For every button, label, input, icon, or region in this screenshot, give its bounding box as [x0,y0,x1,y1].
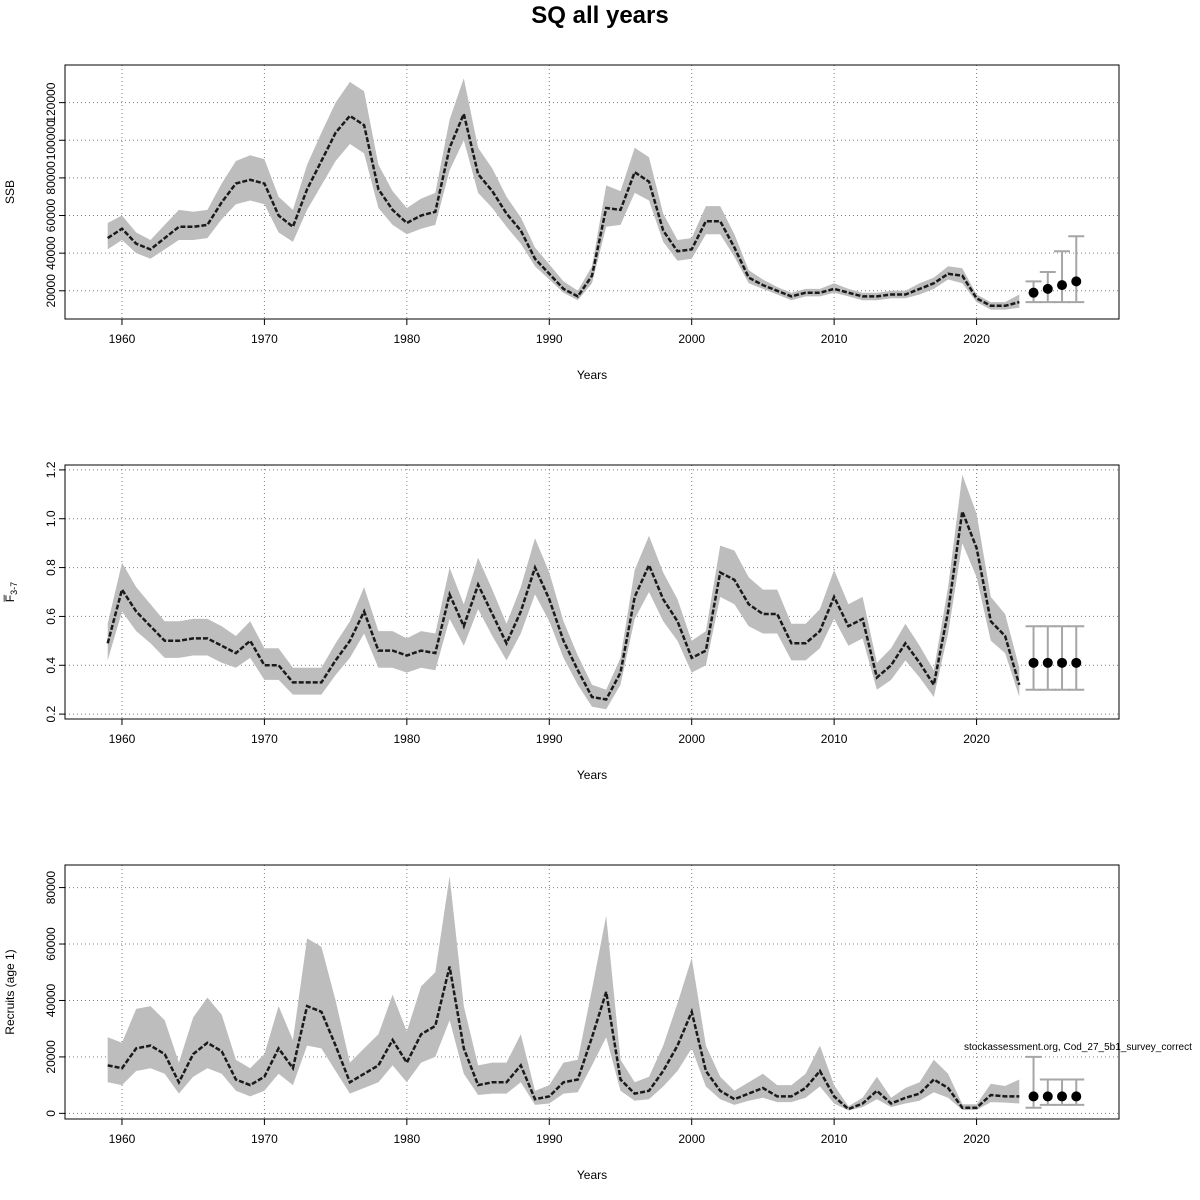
y-tick-label: 20000 [44,1040,58,1074]
y-tick-label: 60000 [44,927,58,961]
estimate-line [107,966,1020,1111]
forecast-point [1071,276,1082,287]
forecast-point [1071,1091,1082,1102]
x-tick-label: 1960 [109,1132,136,1146]
forecast-point [1057,1091,1068,1102]
x-tick-label: 1990 [536,332,563,346]
x-tick-label: 1970 [251,732,278,746]
x-tick-label: 2010 [821,1132,848,1146]
f-panel: 1960 1970 1980 1990 2000 2010 2020 0.2 0.4 0.6 0.8… [3,461,1120,782]
x-tick-label: 1980 [393,1132,420,1146]
x-tick-label: 2010 [821,332,848,346]
plot-frame [64,464,1120,720]
forecast-point [1057,280,1068,291]
x-tick-label: 1970 [251,332,278,346]
x-axis-label: Years [577,368,607,382]
y-tick-label: 1.2 [44,461,58,478]
x-tick-label: 1960 [109,732,136,746]
y-tick-label: 20000 [44,274,58,308]
x-tick-label: 2020 [963,332,990,346]
x-tick-label: 2020 [963,732,990,746]
estimate-line [106,506,1021,701]
forecast-point [1028,287,1039,298]
y-tick-label: 0.4 [44,657,58,674]
ssb-panel: 1960 1970 1980 1990 2000 2010 2020 20000 40000 60… [3,64,1120,382]
y-tick-label: 80000 [44,161,58,195]
x-tick-label: 1960 [109,332,136,346]
figure-title: SQ all years [531,2,669,29]
y-axis-label: SSB [3,180,17,204]
y-tick-label: 0 [44,1110,58,1117]
forecast-point [1057,657,1068,668]
y-axis-label: F̅3-7 [3,582,19,602]
x-tick-label: 2020 [963,1132,990,1146]
estimate-line [107,109,1020,308]
y-axis-label: Recruits (age 1) [3,949,17,1034]
forecast-point [1042,1091,1053,1102]
y-tick-label: 0.8 [44,559,58,576]
x-tick-label: 2000 [678,732,705,746]
x-axis-label: Years [577,768,607,782]
forecast-point [1042,657,1053,668]
confidence-band [107,78,1020,310]
y-tick-label: 1.0 [44,510,58,527]
forecast-point [1028,1091,1039,1102]
x-tick-label: 2010 [821,732,848,746]
plot-frame [64,864,1120,1120]
x-tick-label: 1990 [536,732,563,746]
forecast-point [1071,657,1082,668]
plot-frame [64,64,1120,320]
y-tick-label: 40000 [44,983,58,1017]
y-tick-label: 0.2 [44,705,58,722]
confidence-band [107,876,1020,1111]
x-tick-label: 1990 [536,1132,563,1146]
x-tick-label: 2000 [678,332,705,346]
y-tick-label: 40000 [44,236,58,270]
watermark-text: stockassessment.org, Cod_27_5b1_survey_c… [964,1042,1192,1053]
forecast-point [1028,657,1039,668]
y-tick-label: 0.6 [44,608,58,625]
confidence-band [107,474,1020,710]
recruits-panel: 1960 1970 1980 1990 2000 2010 2020 0 20000 40000 6… [3,864,1120,1182]
y-tick-label: 80000 [44,871,58,905]
y-tick-label: 60000 [44,199,58,233]
x-tick-label: 1970 [251,1132,278,1146]
x-tick-label: 1980 [393,732,420,746]
x-tick-label: 2000 [678,1132,705,1146]
y-tick-label: 100000 [44,120,58,160]
forecast-point [1042,283,1053,294]
x-axis-label: Years [577,1168,607,1182]
y-axis-label-subscript: 3-7 [9,582,19,595]
x-tick-label: 1980 [393,332,420,346]
y-tick-label: 120000 [44,82,58,122]
